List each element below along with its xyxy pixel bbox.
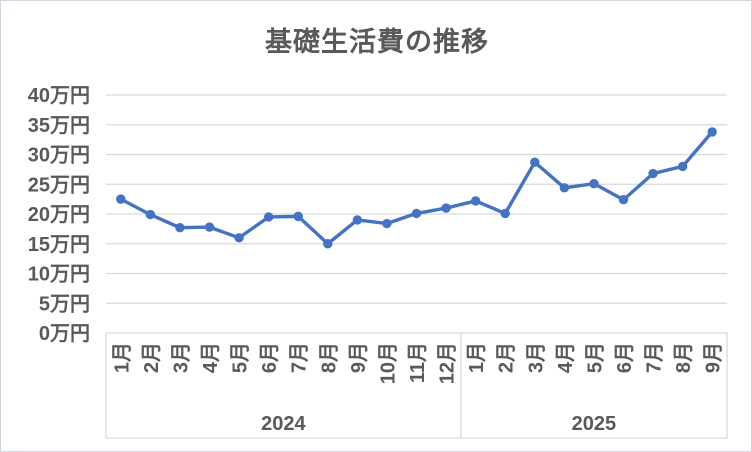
x-axis-month-label: 12月 — [437, 342, 459, 384]
data-point-marker — [470, 196, 481, 206]
data-point-marker — [234, 233, 244, 243]
x-axis-month-label: 5月 — [584, 342, 606, 373]
y-axis-tick-label: 35万円 — [28, 115, 90, 137]
data-point-marker — [204, 222, 215, 232]
data-point-marker — [352, 215, 363, 225]
x-axis-month-label: 1月 — [111, 342, 133, 373]
data-point-marker — [293, 211, 303, 222]
data-point-marker — [382, 218, 392, 229]
x-axis-month-label: 6月 — [259, 342, 281, 373]
y-axis-tick-label: 10万円 — [28, 264, 90, 286]
data-point-marker — [677, 161, 688, 172]
x-axis-labels-group: 1月 2月 3月 4月 5月 6月 7月 8月 9月 10月 11月 12月 1月 2月 3月 4月 5月 6月 7… — [111, 342, 724, 384]
y-axis-tick-label: 30万円 — [28, 145, 90, 167]
data-point-marker — [263, 212, 274, 222]
chart-title: 基礎生活費の推移 — [265, 27, 489, 57]
x-axis-month-label: 3月 — [170, 342, 192, 373]
y-axis-tick-label: 40万円 — [28, 85, 90, 107]
y-axis-tick-label: 25万円 — [28, 174, 90, 196]
x-axis-month-label: 4月 — [555, 342, 577, 373]
x-axis-year-label: 2025 — [572, 413, 617, 435]
data-point-marker — [648, 168, 658, 179]
x-axis-month-label: 11月 — [407, 342, 429, 383]
x-axis-month-label: 2月 — [141, 342, 163, 373]
data-point-marker — [411, 208, 422, 219]
y-axis-tick-label: 0万円 — [39, 323, 90, 345]
data-point-marker — [589, 178, 599, 189]
x-axis-month-label: 4月 — [200, 342, 222, 373]
data-point-marker — [116, 194, 126, 204]
x-axis-month-label: 7月 — [289, 342, 311, 373]
x-axis-month-label: 7月 — [644, 342, 666, 373]
x-axis-year-label: 2024 — [261, 413, 306, 435]
x-axis-month-label: 10月 — [377, 342, 399, 384]
data-point-marker — [707, 127, 717, 137]
y-axis-tick-label: 15万円 — [28, 234, 90, 256]
data-series-group — [116, 127, 717, 249]
data-point-marker — [441, 203, 451, 213]
category-axis-frame-group — [105, 333, 728, 439]
x-axis-month-label: 1月 — [466, 342, 488, 373]
x-axis-month-label: 6月 — [614, 342, 636, 373]
x-axis-month-label: 8月 — [673, 342, 695, 373]
x-axis-month-label: 9月 — [703, 342, 725, 373]
x-axis-month-label: 2月 — [496, 342, 518, 373]
y-axis-labels-group: 0万円 5万円 10万円 15万円 20万円 25万円 30万円 35万円 40万円 — [28, 85, 90, 345]
x-axis-month-label: 5月 — [230, 342, 252, 373]
y-axis-tick-label: 5万円 — [39, 293, 90, 315]
data-point-marker — [500, 208, 510, 219]
data-point-marker — [618, 195, 629, 205]
x-axis-month-label: 8月 — [318, 342, 340, 373]
data-point-marker — [145, 209, 156, 220]
data-point-marker — [559, 183, 570, 193]
y-axis-tick-label: 20万円 — [28, 204, 90, 226]
data-point-marker — [323, 239, 333, 249]
x-axis-month-label: 3月 — [525, 342, 547, 373]
year-labels-group: 2024 2025 — [261, 413, 616, 435]
x-axis-month-label: 9月 — [348, 342, 370, 373]
data-point-marker — [175, 222, 185, 233]
data-point-marker — [530, 157, 540, 167]
